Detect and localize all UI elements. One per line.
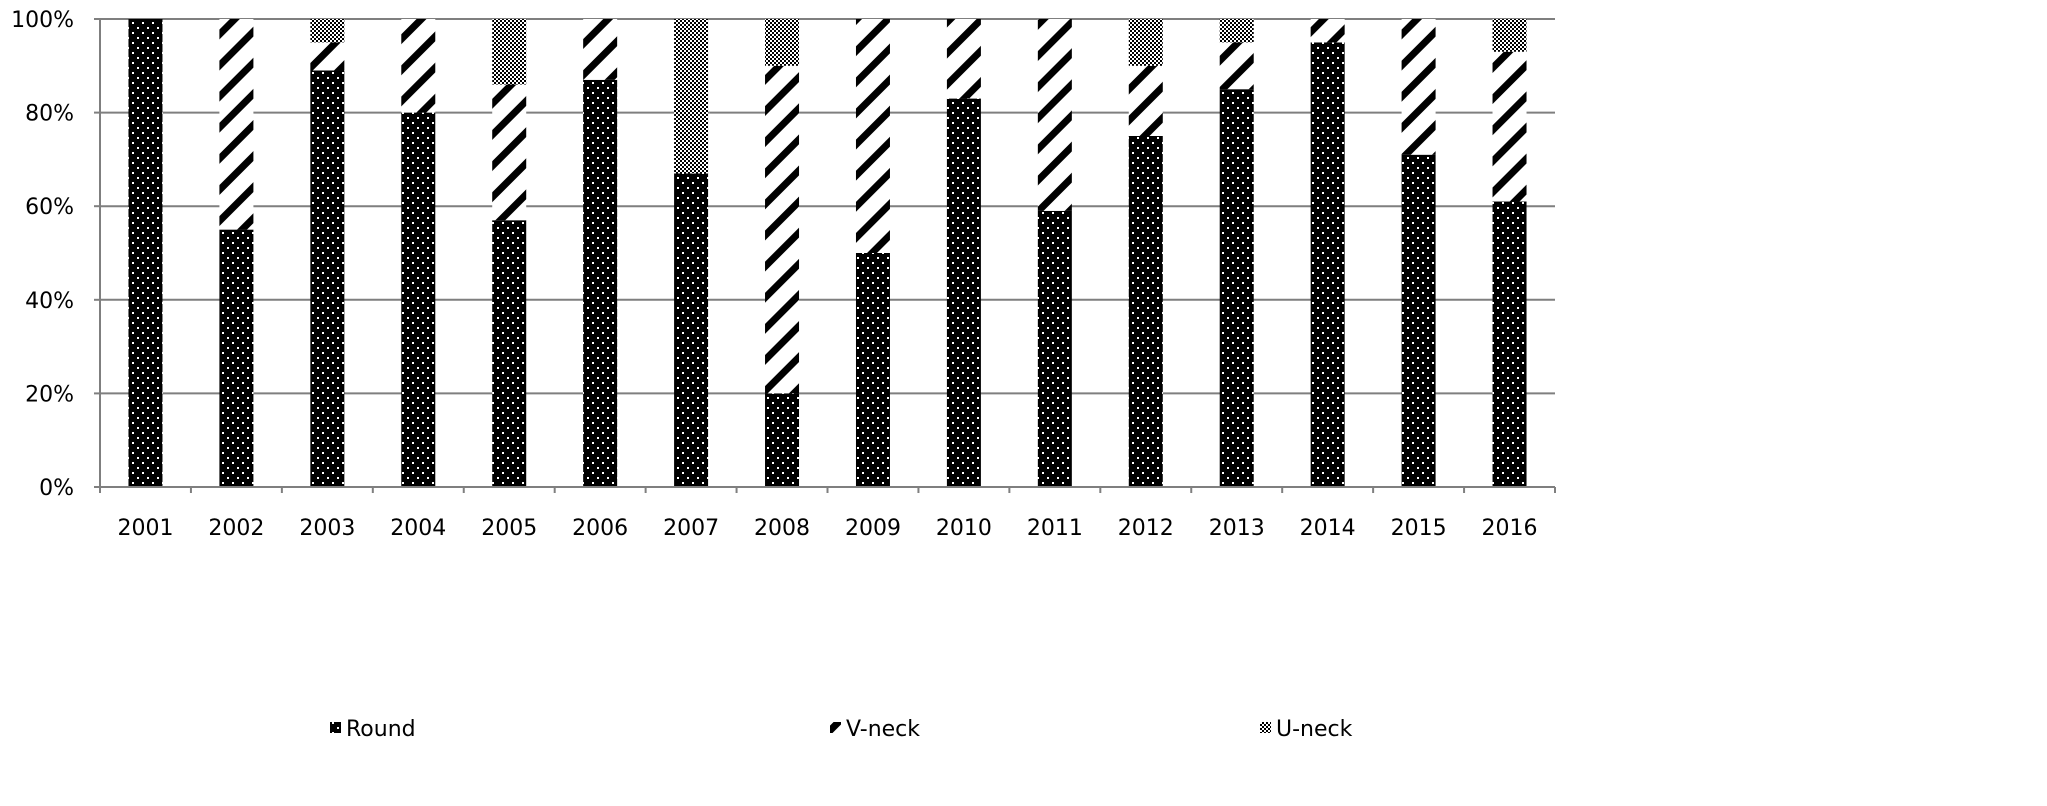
x-tick-label: 2004 — [390, 516, 446, 541]
bar-round-2014 — [1310, 42, 1345, 488]
bar-v-neck-2015 — [1401, 19, 1436, 155]
bar-round-2016 — [1492, 201, 1527, 487]
bar-v-neck-2009 — [855, 19, 890, 253]
bar-round-2001 — [128, 19, 163, 487]
bars — [128, 19, 1527, 488]
bar-v-neck-2008 — [765, 65, 800, 394]
bar-round-2007 — [674, 173, 709, 487]
x-tick-label: 2005 — [481, 516, 537, 541]
legend-swatch-u-neck — [1260, 722, 1271, 733]
bar-v-neck-2016 — [1492, 51, 1527, 202]
y-tick-label: 80% — [25, 102, 74, 127]
bar-v-neck-2013 — [1219, 42, 1254, 90]
x-tick-label: 2001 — [117, 516, 173, 541]
legend-label-round: Round — [346, 717, 416, 742]
bar-round-2003 — [310, 70, 345, 487]
bar-u-neck-2008 — [765, 19, 800, 66]
y-tick-label: 60% — [25, 195, 74, 220]
y-tick-label: 20% — [25, 382, 74, 407]
bar-round-2011 — [1037, 210, 1072, 487]
x-tick-label: 2007 — [663, 516, 719, 541]
x-tick-label: 2016 — [1482, 516, 1538, 541]
legend: Round V-neck U-neck — [330, 717, 1353, 742]
bar-v-neck-2005 — [492, 84, 527, 221]
bar-v-neck-2012 — [1128, 65, 1163, 136]
x-tick-label: 2003 — [299, 516, 355, 541]
bar-round-2008 — [765, 393, 800, 487]
bar-round-2002 — [219, 229, 254, 487]
bar-v-neck-2006 — [583, 19, 618, 80]
bar-u-neck-2012 — [1128, 19, 1163, 66]
axes: 0% 20% 40% 60% 80% 100% 2001 2002 2003 2004 2005 20… — [11, 8, 1556, 541]
x-tick-label: 2010 — [936, 516, 992, 541]
x-tick-label: 2014 — [1300, 516, 1356, 541]
x-tick-label: 2009 — [845, 516, 901, 541]
bar-round-2013 — [1219, 89, 1254, 487]
bar-round-2009 — [855, 253, 890, 487]
x-tick-label: 2012 — [1118, 516, 1174, 541]
y-tick-label: 0% — [39, 476, 74, 501]
x-tick-label: 2013 — [1209, 516, 1265, 541]
x-tick-label: 2008 — [754, 516, 810, 541]
bar-v-neck-2002 — [219, 19, 254, 230]
legend-swatch-round — [330, 722, 341, 733]
bar-round-2005 — [492, 220, 527, 488]
bar-u-neck-2003 — [310, 19, 345, 43]
bar-u-neck-2007 — [674, 19, 709, 174]
legend-swatch-v-neck — [830, 722, 841, 733]
bar-u-neck-2005 — [492, 19, 527, 85]
x-tick-label: 2015 — [1391, 516, 1447, 541]
bar-round-2015 — [1401, 154, 1436, 487]
bar-v-neck-2011 — [1037, 19, 1072, 211]
x-tick-label: 2006 — [572, 516, 628, 541]
x-tick-label: 2011 — [1027, 516, 1083, 541]
legend-label-v-neck: V-neck — [846, 717, 920, 742]
bar-v-neck-2003 — [310, 42, 345, 71]
bar-u-neck-2016 — [1492, 19, 1527, 52]
bar-v-neck-2004 — [401, 19, 436, 113]
bar-v-neck-2014 — [1310, 19, 1345, 43]
bar-u-neck-2013 — [1219, 19, 1254, 43]
bar-round-2006 — [583, 79, 618, 487]
bar-round-2004 — [401, 112, 436, 487]
legend-label-u-neck: U-neck — [1276, 717, 1353, 742]
x-tick-label: 2002 — [208, 516, 264, 541]
bar-round-2010 — [946, 98, 981, 487]
y-tick-label: 40% — [25, 289, 74, 314]
bar-round-2012 — [1128, 136, 1163, 487]
y-tick-label: 100% — [11, 8, 74, 33]
bar-v-neck-2010 — [946, 19, 981, 99]
